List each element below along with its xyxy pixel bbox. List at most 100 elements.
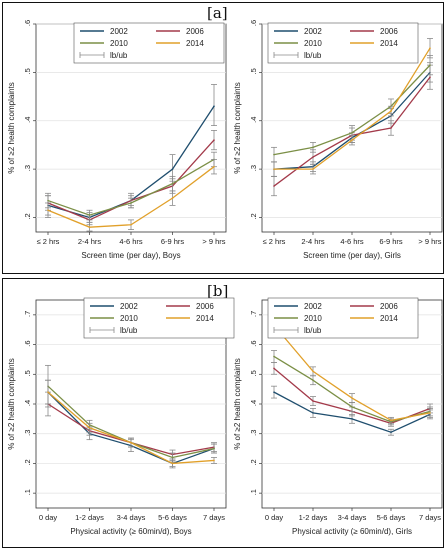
y-tick-label: .6 — [249, 20, 258, 26]
data-point — [213, 139, 215, 141]
series-2010 — [271, 55, 433, 163]
data-point — [312, 370, 314, 373]
y-axis-label: % of ≥2 health complaints — [7, 358, 16, 450]
data-point — [429, 64, 431, 66]
x-tick-label: 0 day — [39, 513, 58, 522]
data-point — [429, 412, 431, 414]
legend-label: 2014 — [186, 39, 204, 48]
data-point — [312, 412, 314, 414]
data-point — [171, 168, 174, 170]
data-point — [130, 202, 132, 204]
legend-label: 2002 — [110, 27, 128, 36]
data-point — [273, 168, 275, 170]
legend: 2002 2006 2010 2014 lb/ub — [267, 22, 419, 64]
y-tick-label: .4 — [249, 400, 258, 406]
data-point — [351, 132, 353, 134]
y-tick-label: .2 — [249, 213, 258, 219]
x-tick-label: 4-6 hrs — [340, 237, 364, 246]
data-point — [429, 76, 431, 79]
data-point — [213, 165, 215, 168]
x-axis-label: Screen time (per day), Girls — [303, 251, 401, 260]
data-point — [47, 199, 49, 202]
x-tick-label: 1-2 days — [299, 513, 328, 522]
y-tick-label: .3 — [23, 430, 32, 436]
data-point — [47, 209, 49, 212]
x-tick-label: 2-4 hrs — [78, 237, 102, 246]
data-point — [351, 418, 353, 420]
x-axis-label: Screen time (per day), Boys — [81, 251, 180, 260]
series-2014 — [45, 379, 217, 467]
data-point — [390, 127, 392, 129]
data-point — [312, 400, 314, 402]
series-2014 — [45, 159, 217, 232]
x-tick-label: 5-6 days — [377, 513, 406, 522]
y-axis-label: % of ≥2 health complaints — [233, 358, 242, 450]
panel-label-b: [b] — [207, 282, 229, 300]
data-point — [390, 419, 392, 422]
data-point — [273, 355, 275, 358]
chart-b-boys: .1 .2 .3 .4 .5 .6 .7 0 day 1-2 days 3-4 days 5-6 d… — [7, 297, 235, 536]
y-axis-label: % of ≥2 health complaints — [233, 82, 242, 174]
data-point — [351, 397, 353, 399]
data-point — [171, 462, 174, 465]
data-point — [351, 139, 353, 141]
x-tick-label: > 9 hrs — [418, 237, 441, 246]
y-tick-label: .4 — [249, 117, 258, 123]
y-tick-label: .7 — [23, 311, 32, 317]
series-2014 — [271, 38, 433, 177]
legend-label: lb/ub — [110, 51, 128, 60]
data-point — [312, 146, 314, 149]
data-point — [213, 447, 215, 450]
y-tick-label: .1 — [249, 489, 258, 495]
x-tick-label: > 9 hrs — [202, 237, 225, 246]
y-tick-label: .6 — [23, 340, 32, 346]
data-point — [390, 110, 392, 112]
x-tick-label: 2-4 hrs — [301, 237, 325, 246]
panel-label-a: [a] — [207, 4, 228, 22]
data-point — [171, 182, 174, 185]
data-point — [312, 168, 314, 170]
y-tick-label: .5 — [23, 370, 32, 376]
x-tick-label: ≤ 2 hrs — [263, 237, 286, 246]
x-tick-label: 6-9 hrs — [161, 237, 185, 246]
data-point — [351, 406, 353, 408]
y-tick-label: .5 — [23, 68, 32, 74]
x-tick-label: 4-6 hrs — [119, 237, 143, 246]
legend-label: 2006 — [186, 27, 204, 36]
legend-label: 2010 — [110, 39, 128, 48]
legend-label: 2010 — [304, 314, 322, 323]
legend-label: lb/ub — [120, 326, 138, 335]
x-tick-label: 5-6 days — [158, 513, 187, 522]
data-point — [429, 47, 431, 49]
legend-label: 2014 — [380, 39, 398, 48]
legend-label: 2002 — [304, 302, 322, 311]
y-tick-label: .3 — [249, 165, 258, 171]
legend: 2002 2006 2010 2014 lb/ub — [73, 22, 225, 64]
data-point — [312, 156, 314, 158]
y-tick-label: .6 — [249, 340, 258, 346]
x-tick-label: 7 days — [203, 513, 225, 522]
y-tick-label: .1 — [23, 489, 32, 495]
data-point — [273, 185, 275, 187]
data-point — [88, 226, 91, 228]
y-tick-label: .2 — [23, 213, 32, 219]
data-point — [390, 431, 392, 434]
x-tick-label: ≤ 2 hrs — [37, 237, 60, 246]
data-point — [312, 379, 314, 382]
x-tick-label: 6-9 hrs — [379, 237, 403, 246]
y-tick-label: .6 — [23, 20, 32, 26]
y-tick-label: .7 — [249, 311, 258, 317]
x-axis-label: Physical activity (≥ 60min/d), Girls — [292, 527, 412, 536]
data-point — [130, 223, 132, 226]
data-point — [273, 367, 275, 370]
data-point — [171, 456, 174, 459]
data-point — [213, 459, 215, 462]
legend-label: 2014 — [380, 314, 398, 323]
legend-label: lb/ub — [304, 51, 322, 60]
y-tick-label: .5 — [249, 370, 258, 376]
legend-label: 2010 — [120, 314, 138, 323]
data-point — [273, 153, 275, 156]
legend-label: 2006 — [196, 302, 214, 311]
data-point — [213, 105, 215, 108]
y-tick-label: .2 — [249, 459, 258, 465]
